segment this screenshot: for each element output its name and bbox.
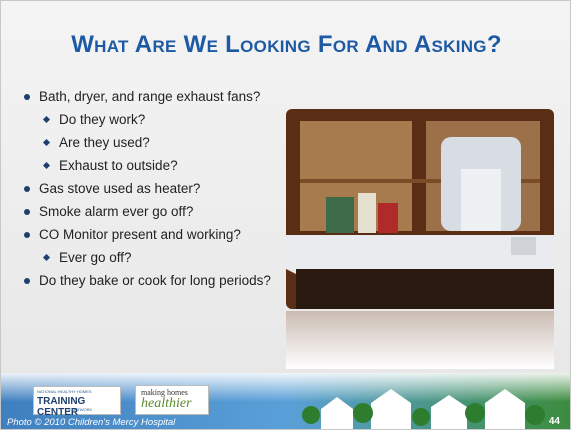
bullet: Do they bake or cook for long periods? <box>23 273 353 289</box>
kitchen-photo <box>286 109 554 309</box>
logo-text: making homes <box>141 388 188 397</box>
sub-bullet: Exhaust to outside? <box>41 158 353 174</box>
slide-title: What Are We Looking For And Asking? <box>71 31 502 58</box>
bullet: Smoke alarm ever go off? <box>23 204 353 220</box>
sub-bullet: Ever go off? <box>41 250 353 266</box>
logo-text: NATIONAL HEALTHY HOMES <box>37 389 92 394</box>
photo-credit: Photo © 2010 Children's Mercy Hospital <box>7 417 176 428</box>
house-icons <box>321 389 525 429</box>
logo-text: TRAINING CENTER <box>37 396 86 418</box>
photo-reflection <box>286 311 554 369</box>
logo-training-center: NATIONAL HEALTHY HOMES TRAINING CENTER &… <box>33 386 121 418</box>
bullet: CO Monitor present and working? <box>23 227 353 243</box>
bullet: Gas stove used as heater? <box>23 181 353 197</box>
bullet-list: Bath, dryer, and range exhaust fans? Do t… <box>23 89 353 296</box>
page-number: 44 <box>548 416 560 427</box>
logo-text: & NETWORK <box>68 407 93 412</box>
logo-text: healthier <box>141 396 192 411</box>
bullet: Bath, dryer, and range exhaust fans? <box>23 89 353 105</box>
sub-bullet: Do they work? <box>41 112 353 128</box>
tree-icons <box>302 403 545 426</box>
logo-making-homes-healthier: making homes healthier <box>135 385 209 415</box>
photo <box>286 109 554 369</box>
footer-band <box>1 373 570 429</box>
sub-bullet: Are they used? <box>41 135 353 151</box>
